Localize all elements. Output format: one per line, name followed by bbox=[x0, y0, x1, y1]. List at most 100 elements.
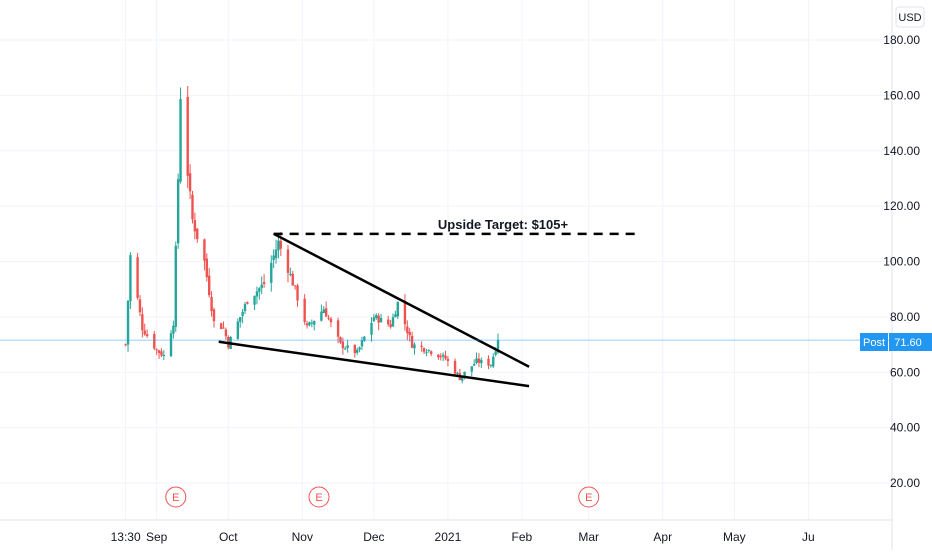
candle-body bbox=[322, 309, 325, 314]
candle-body bbox=[470, 366, 473, 372]
candle bbox=[260, 276, 263, 295]
candle-body bbox=[327, 317, 330, 319]
candle bbox=[370, 317, 373, 342]
x-tick-label: 13:30 bbox=[111, 530, 141, 544]
candle-body bbox=[174, 245, 177, 327]
candle bbox=[270, 255, 273, 292]
candle-body bbox=[239, 317, 242, 322]
y-tick-label: 60.00 bbox=[890, 365, 920, 379]
candle bbox=[193, 212, 197, 240]
candle bbox=[224, 327, 228, 340]
candle bbox=[420, 341, 423, 352]
candle bbox=[155, 348, 158, 355]
candle bbox=[322, 306, 325, 314]
candle-body bbox=[222, 327, 225, 329]
candle bbox=[210, 291, 213, 317]
candle-body bbox=[153, 333, 156, 349]
candle-body bbox=[320, 311, 323, 321]
candle-body bbox=[489, 364, 493, 366]
candle-body bbox=[241, 311, 244, 316]
candle-body bbox=[272, 255, 275, 261]
y-tick-label: 40.00 bbox=[890, 421, 920, 435]
candle-body bbox=[172, 325, 175, 334]
candle-body bbox=[441, 354, 445, 357]
candle-body bbox=[480, 359, 483, 364]
candle-body bbox=[475, 358, 478, 363]
candle-body bbox=[207, 275, 211, 296]
candle-body bbox=[477, 358, 481, 363]
candle-body bbox=[179, 99, 182, 182]
y-tick-label: 20.00 bbox=[890, 476, 920, 490]
candle bbox=[162, 350, 166, 361]
candle-body bbox=[243, 304, 247, 312]
candle bbox=[138, 295, 142, 317]
candle-body bbox=[429, 351, 433, 355]
candle-body bbox=[372, 317, 376, 322]
candle-body bbox=[129, 255, 132, 302]
candle bbox=[470, 366, 473, 377]
candle bbox=[437, 354, 440, 360]
earnings-marker-label: E bbox=[585, 492, 592, 504]
earnings-marker[interactable]: E bbox=[165, 486, 187, 508]
candle bbox=[453, 358, 457, 375]
candle-body bbox=[396, 302, 399, 317]
candle-body bbox=[353, 344, 357, 354]
candle-body bbox=[138, 299, 142, 313]
candle bbox=[480, 357, 483, 369]
candle bbox=[377, 313, 380, 331]
candle-body bbox=[145, 334, 149, 336]
x-tick-label: Feb bbox=[512, 530, 533, 544]
candle bbox=[203, 238, 206, 271]
candle-body bbox=[157, 350, 161, 353]
candle bbox=[157, 349, 161, 359]
earnings-marker-label: E bbox=[172, 492, 179, 504]
candle-body bbox=[344, 348, 347, 350]
candle-body bbox=[253, 295, 256, 305]
candle-body bbox=[329, 318, 333, 323]
candle-body bbox=[324, 308, 328, 317]
earnings-marker[interactable]: E bbox=[578, 486, 600, 508]
x-tick-label: Sep bbox=[146, 530, 168, 544]
candle bbox=[286, 245, 290, 283]
price-tag-value: 71.60 bbox=[894, 337, 922, 349]
candle bbox=[394, 310, 397, 318]
candle bbox=[389, 319, 392, 329]
x-tick-label: Dec bbox=[363, 530, 384, 544]
candle-body bbox=[406, 326, 409, 334]
candle bbox=[463, 371, 466, 380]
trendlines bbox=[218, 232, 637, 388]
candle bbox=[143, 323, 146, 336]
candle-body bbox=[205, 258, 209, 278]
candle bbox=[446, 356, 450, 367]
candle bbox=[255, 286, 259, 305]
candle-body bbox=[446, 358, 450, 361]
candle-body bbox=[219, 323, 223, 330]
earnings-marker[interactable]: E bbox=[308, 486, 330, 508]
candle bbox=[475, 352, 478, 365]
price-tag-label: Post bbox=[863, 337, 885, 349]
candle bbox=[253, 295, 256, 310]
candle-body bbox=[279, 240, 283, 249]
candle bbox=[387, 315, 390, 327]
candle-body bbox=[186, 96, 189, 176]
candle bbox=[344, 346, 347, 350]
y-tick-label: 80.00 bbox=[890, 310, 920, 324]
candle bbox=[196, 228, 199, 243]
candle-body bbox=[313, 320, 316, 325]
candle-body bbox=[370, 322, 373, 335]
candle bbox=[258, 287, 261, 300]
candle-body bbox=[487, 358, 490, 366]
y-tick-label: 140.00 bbox=[883, 144, 920, 158]
candle bbox=[489, 364, 493, 368]
candle-body bbox=[260, 284, 263, 289]
candle bbox=[358, 346, 361, 353]
candle bbox=[186, 86, 189, 189]
candle-body bbox=[308, 322, 311, 326]
candle bbox=[141, 307, 144, 338]
candle-body bbox=[422, 348, 426, 352]
candle-body bbox=[162, 354, 166, 356]
earnings-marker-circle bbox=[578, 486, 600, 508]
currency-label[interactable]: USD bbox=[895, 6, 925, 28]
